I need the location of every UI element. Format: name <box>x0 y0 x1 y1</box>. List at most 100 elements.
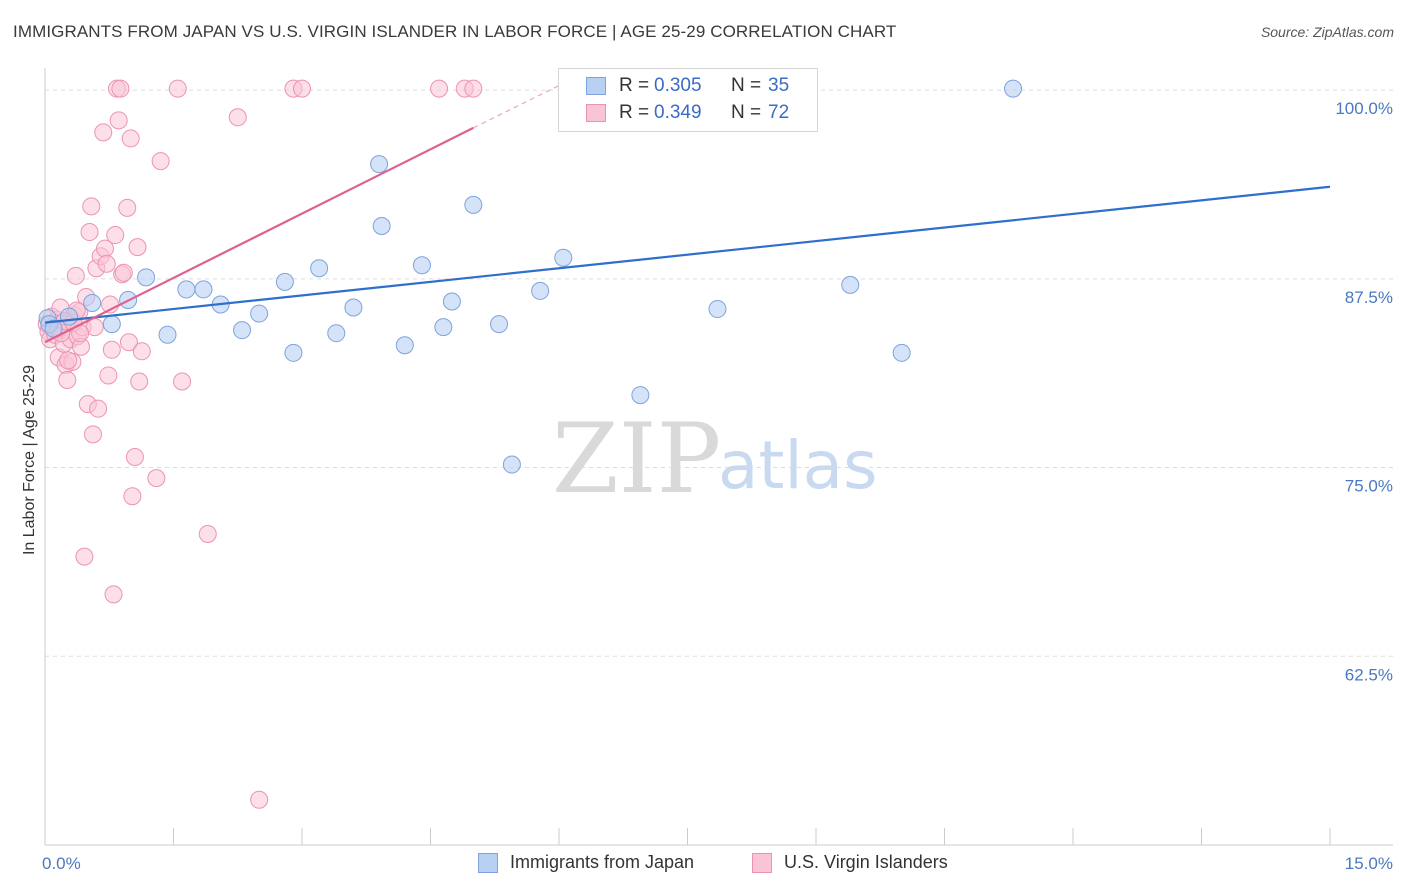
data-point-japan <box>344 298 363 317</box>
legend-r-value: 0.349 <box>654 102 702 123</box>
data-point-japan <box>490 315 509 334</box>
data-point-virgin <box>121 129 140 148</box>
y-tick-labels: 62.5% 75.0% 87.5% 100.0% <box>1335 99 1393 684</box>
data-point-japan <box>841 275 860 294</box>
trend-line-virgin <box>44 126 474 344</box>
data-point-virgin <box>59 351 78 370</box>
data-point-japan <box>502 455 521 474</box>
y-tick-label: 75.0% <box>1345 477 1393 496</box>
data-point-virgin <box>111 79 130 98</box>
data-point-virgin <box>114 263 133 282</box>
data-point-virgin <box>99 366 118 385</box>
legend-row-japan: R = 0.305 N = 35 <box>559 74 817 100</box>
data-point-virgin <box>102 340 121 359</box>
data-point-japan <box>464 195 483 214</box>
legend-r-value: 0.305 <box>654 75 702 96</box>
data-point-virgin <box>75 547 94 566</box>
legend-label-virgin: U.S. Virgin Islanders <box>784 852 948 872</box>
data-point-japan <box>631 386 650 405</box>
data-point-japan <box>892 343 911 362</box>
y-tick-label: 87.5% <box>1345 288 1393 307</box>
data-point-japan <box>59 307 78 326</box>
data-point-japan <box>412 256 431 275</box>
data-point-virgin <box>151 152 170 171</box>
data-point-virgin <box>80 223 99 242</box>
data-point-japan <box>708 300 727 319</box>
data-point-japan <box>327 324 346 343</box>
data-point-virgin <box>83 425 102 444</box>
legend-row-virgin: R = 0.349 N = 72 <box>559 101 817 127</box>
data-point-japan <box>442 292 461 311</box>
source-label: Source: ZipAtlas.com <box>1260 24 1394 40</box>
data-point-virgin <box>130 372 149 391</box>
data-point-virgin <box>125 447 144 466</box>
data-point-japan <box>372 216 391 235</box>
x-tick-label: 15.0% <box>1345 854 1393 873</box>
data-point-virgin <box>104 585 123 604</box>
data-point-virgin <box>132 342 151 361</box>
data-point-virgin <box>106 226 125 245</box>
stats-legend: R = 0.305 N = 35 R = 0.349 N = 72 <box>558 68 818 132</box>
legend-swatch-virgin <box>752 853 772 873</box>
data-point-virgin <box>173 372 192 391</box>
data-point-virgin <box>430 79 449 98</box>
series-virgin-points <box>37 79 483 809</box>
data-point-japan <box>284 343 303 362</box>
data-point-virgin <box>250 790 269 809</box>
data-point-japan <box>137 268 156 287</box>
trend-line-virgin-extension <box>473 85 560 129</box>
watermark: ZIP atlas <box>552 403 878 515</box>
data-point-japan <box>275 272 294 291</box>
trend-line-japan <box>44 185 1331 324</box>
data-point-virgin <box>58 370 77 389</box>
data-point-japan <box>434 318 453 337</box>
data-point-japan <box>177 280 196 299</box>
legend-r-label: R = <box>619 75 650 96</box>
y-tick-label: 100.0% <box>1335 99 1393 118</box>
legend-r-label: R = <box>619 102 650 123</box>
data-point-japan <box>250 304 269 323</box>
data-point-virgin <box>89 399 108 418</box>
data-point-virgin <box>119 333 138 352</box>
legend-n-label: N = <box>731 75 762 96</box>
legend-swatch-virgin <box>586 104 606 122</box>
y-tick-label: 62.5% <box>1345 665 1393 684</box>
data-point-virgin <box>228 108 247 127</box>
data-point-virgin <box>109 111 128 130</box>
data-point-virgin <box>66 266 85 285</box>
series-japan-points <box>38 79 1023 474</box>
legend-swatch-japan <box>478 853 498 873</box>
data-point-japan <box>158 325 177 344</box>
data-point-virgin <box>128 238 147 257</box>
legend-n-value: 35 <box>768 75 790 96</box>
legend-n-label: N = <box>731 102 762 123</box>
legend-swatch-japan <box>586 77 606 95</box>
data-point-japan <box>370 155 389 174</box>
data-point-japan <box>531 281 550 300</box>
data-point-japan <box>310 259 329 278</box>
data-point-virgin <box>168 79 187 98</box>
data-point-japan <box>194 280 213 299</box>
data-point-virgin <box>293 79 311 98</box>
watermark-zip: ZIP <box>552 403 721 515</box>
x-tick-labels: 0.0% 15.0% <box>42 854 1393 873</box>
x-tick-label: 0.0% <box>42 854 81 873</box>
gridlines <box>45 89 1393 657</box>
trend-lines <box>44 85 1331 344</box>
data-point-virgin <box>147 469 166 488</box>
data-point-japan <box>554 248 573 267</box>
axes <box>44 68 1393 846</box>
legend-n-value: 72 <box>768 102 790 123</box>
data-point-virgin <box>198 524 217 543</box>
data-point-japan <box>395 336 414 355</box>
data-point-japan <box>1004 79 1023 98</box>
data-point-virgin <box>118 198 137 217</box>
data-point-virgin <box>464 79 483 98</box>
data-point-japan <box>83 293 102 312</box>
legend-label-japan: Immigrants from Japan <box>510 852 695 872</box>
data-point-japan <box>233 321 252 340</box>
data-point-japan <box>102 315 121 334</box>
data-point-virgin <box>97 254 116 273</box>
data-point-virgin <box>123 487 142 506</box>
